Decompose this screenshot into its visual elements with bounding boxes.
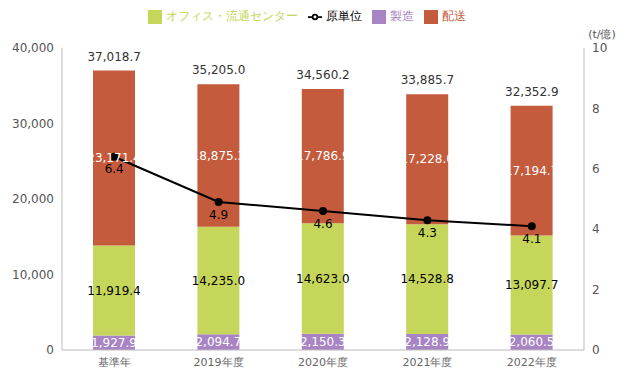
- svg-text:13,097.7: 13,097.7: [505, 278, 558, 292]
- svg-text:4.9: 4.9: [209, 208, 228, 222]
- svg-text:2021年度: 2021年度: [402, 356, 452, 369]
- svg-text:6: 6: [592, 162, 600, 176]
- svg-text:35,205.0: 35,205.0: [192, 63, 245, 77]
- svg-text:4.3: 4.3: [418, 226, 437, 240]
- svg-text:11,919.4: 11,919.4: [87, 284, 140, 298]
- svg-text:4: 4: [592, 222, 600, 236]
- svg-text:2022年度: 2022年度: [507, 356, 557, 369]
- html-text:製造: 製造: [390, 9, 414, 23]
- svg-text:2019年度: 2019年度: [194, 356, 244, 369]
- svg-text:1,927.9: 1,927.9: [91, 336, 137, 350]
- svg-text:34,560.2: 34,560.2: [296, 68, 349, 82]
- svg-text:2,150.3: 2,150.3: [300, 335, 346, 349]
- svg-text:0: 0: [592, 343, 600, 357]
- svg-text:4.6: 4.6: [313, 217, 332, 231]
- svg-text:14,528.8: 14,528.8: [400, 272, 453, 286]
- svg-text:2: 2: [592, 283, 600, 297]
- svg-text:2,060.5: 2,060.5: [509, 335, 555, 349]
- svg-text:17,228.0: 17,228.0: [400, 152, 453, 166]
- html-text:配送: 配送: [442, 9, 466, 23]
- svg-text:37,018.7: 37,018.7: [87, 50, 140, 64]
- svg-text:(t/億): (t/億): [588, 28, 616, 41]
- html-text:オフィス・流通センター: オフィス・流通センター: [166, 9, 298, 23]
- svg-text:14,235.0: 14,235.0: [192, 274, 245, 288]
- svg-text:23,171.4: 23,171.4: [87, 151, 141, 166]
- svg-text:8: 8: [592, 102, 600, 116]
- svg-text:30,000: 30,000: [12, 117, 54, 131]
- html-text:原単位: 原単位: [326, 9, 362, 23]
- svg-text:0: 0: [46, 343, 54, 357]
- svg-text:2,094.7: 2,094.7: [195, 335, 241, 349]
- svg-text:10: 10: [592, 41, 607, 55]
- svg-text:20,000: 20,000: [12, 192, 54, 206]
- svg-text:32,352.9: 32,352.9: [505, 85, 558, 99]
- svg-text:基準年: 基準年: [98, 356, 131, 369]
- svg-text:2020年度: 2020年度: [298, 356, 348, 369]
- svg-text:17,786.9: 17,786.9: [296, 149, 349, 163]
- svg-text:6.4: 6.4: [105, 162, 124, 176]
- svg-text:14,623.0: 14,623.0: [296, 272, 349, 286]
- svg-text:18,875.3: 18,875.3: [192, 149, 245, 163]
- svg-text:17,194.7: 17,194.7: [505, 164, 558, 178]
- svg-text:2,128.9: 2,128.9: [404, 335, 450, 349]
- svg-text:33,885.7: 33,885.7: [401, 73, 454, 87]
- svg-text:40,000: 40,000: [12, 41, 54, 55]
- svg-text:4.1: 4.1: [522, 232, 541, 246]
- svg-text:10,000: 10,000: [12, 268, 54, 282]
